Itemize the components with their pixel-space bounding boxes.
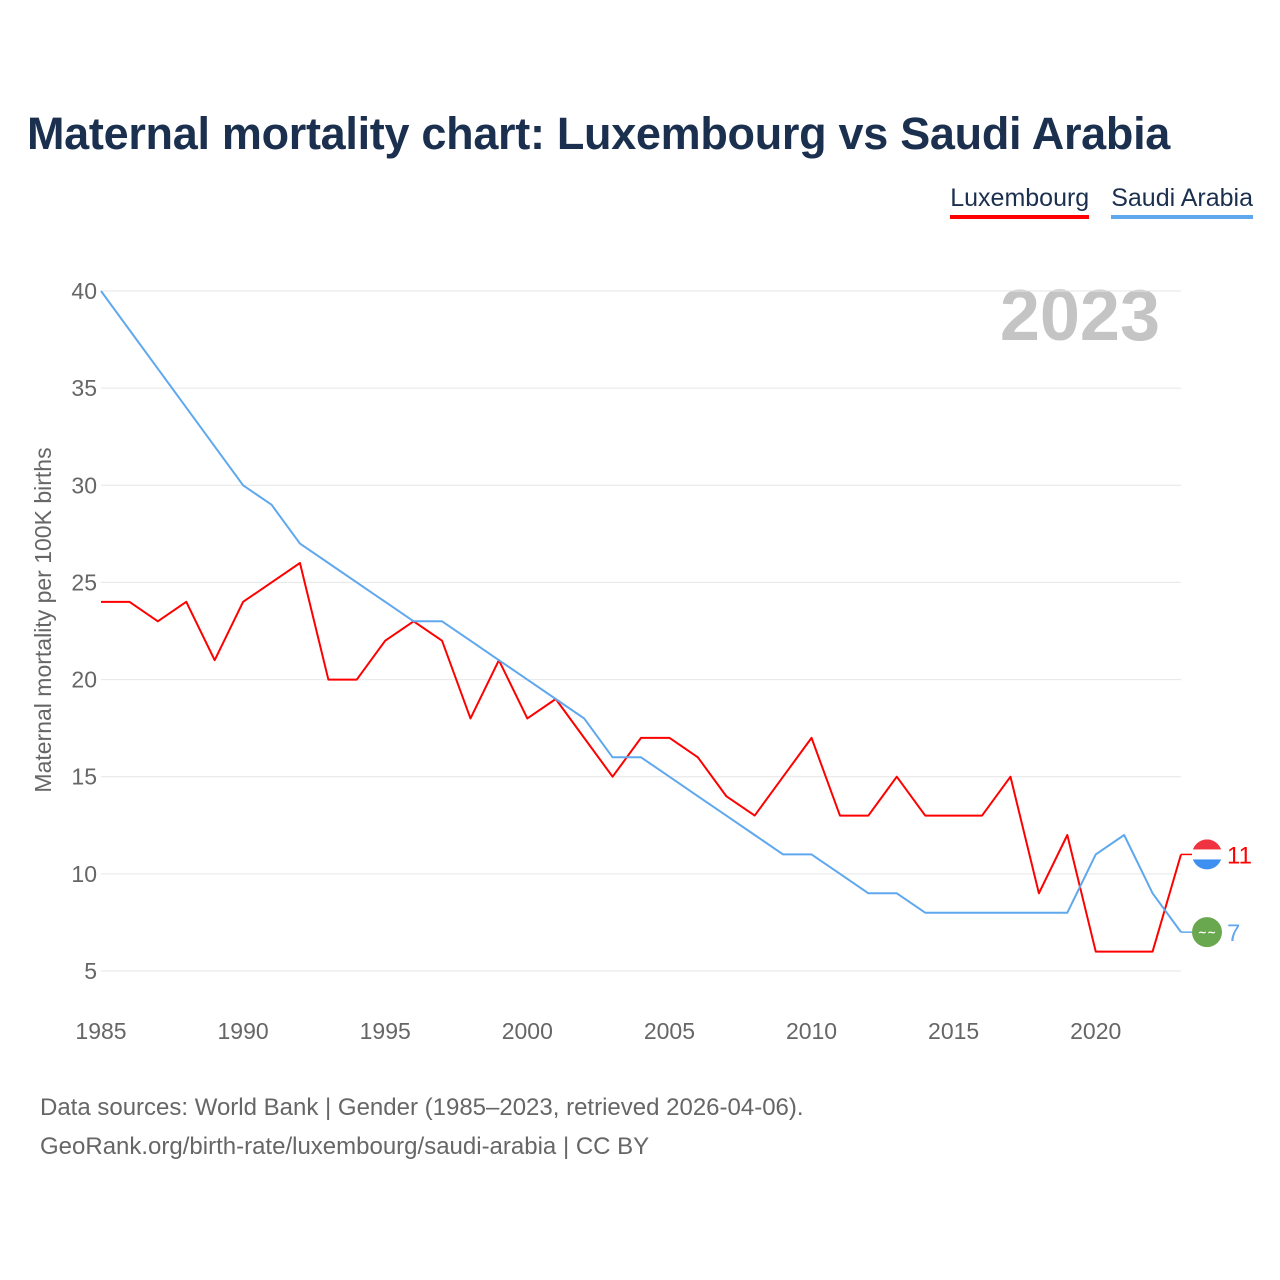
y-tick-label: 15 <box>71 764 97 790</box>
series-line-saudi-arabia <box>100 290 1182 933</box>
x-tick-label: 2015 <box>928 1018 979 1044</box>
y-tick-label: 25 <box>71 569 97 595</box>
source-link[interactable]: GeoRank.org/birth-rate/luxembourg/saudi-… <box>40 1133 650 1160</box>
y-axis-label: Maternal mortality per 100K births <box>30 447 56 792</box>
data-source-note: Data sources: World Bank | Gender (1985–… <box>40 1094 804 1121</box>
luxembourg-flag-icon <box>1192 839 1222 870</box>
x-tick-label: 2005 <box>644 1018 695 1044</box>
end-value-label: 11 <box>1227 842 1252 869</box>
y-tick-label: 35 <box>71 375 97 401</box>
saudi-arabia-flag-icon <box>1192 917 1222 948</box>
legend: Luxembourg Saudi Arabia <box>950 184 1253 219</box>
year-watermark: 2023 <box>1000 276 1160 356</box>
y-tick-label: 10 <box>71 861 97 887</box>
end-value-label: 7 <box>1227 920 1240 947</box>
series-line-luxembourg <box>101 562 1182 953</box>
x-tick-label: 2020 <box>1070 1018 1121 1044</box>
flag-emblem: ~~ <box>1198 926 1216 939</box>
x-tick-label: 1995 <box>360 1018 411 1044</box>
chart-title: Maternal mortality chart: Luxembourg vs … <box>27 108 1170 159</box>
x-tick-label: 1985 <box>75 1018 126 1044</box>
y-tick-label: 5 <box>84 958 97 984</box>
x-tick-label: 1990 <box>218 1018 269 1044</box>
y-tick-label: 30 <box>71 472 97 498</box>
x-tick-label: 2000 <box>502 1018 553 1044</box>
legend-saudi-arabia[interactable]: Saudi Arabia <box>1111 184 1253 219</box>
y-tick-label: 20 <box>71 667 97 693</box>
legend-luxembourg[interactable]: Luxembourg <box>950 184 1090 219</box>
x-tick-label: 2010 <box>786 1018 837 1044</box>
y-tick-label: 40 <box>71 278 97 304</box>
footer: Data sources: World Bank | Gender (1985–… <box>40 1088 804 1166</box>
